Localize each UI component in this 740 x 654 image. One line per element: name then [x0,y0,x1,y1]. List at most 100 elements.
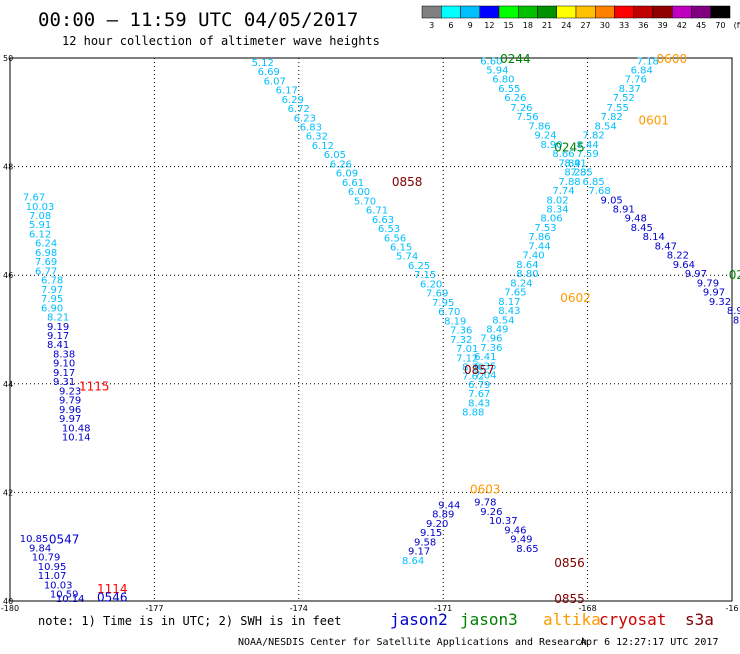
swh-value: 6.12 [29,229,51,240]
swh-value: 6.70 [438,307,460,318]
swh-value: 6.07 [264,76,286,87]
swh-value: 8.17 [498,297,520,308]
swh-value: 6.83 [300,123,322,134]
swh-value: 7.65 [504,288,526,299]
swh-value: 9.48 [625,214,647,225]
swh-value: 7.59 [576,149,598,160]
chart-title: 00:00 – 11:59 UTC 04/05/2017 [38,9,358,31]
swh-value: 8.89 [432,510,454,521]
swh-value: 8.80 [516,269,538,280]
pass-time-label: 0857 [464,363,495,377]
colorbar-swatch [672,5,692,19]
x-tick-label: -168 [579,604,597,613]
swh-value: 7.88 [558,177,580,188]
swh-value: 7.55 [607,103,629,114]
swh-value: 6.98 [35,248,57,259]
swh-value: 6.41 [474,352,496,363]
colorbar-label: 30 [600,21,610,30]
colorbar-label: 6 [448,21,453,30]
swh-value: 6.05 [324,150,346,161]
swh-value: 8.06 [540,214,562,225]
swh-value: 6.84 [631,65,653,76]
swh-value: 8.30 [462,363,484,374]
swh-value: 7.26 [510,103,532,114]
swh-value: 10.85 [20,534,49,545]
y-tick-label: 40 [3,597,13,606]
footer-note: note: 1) Time is in UTC; 2) SWH is in fe… [38,614,341,628]
colorbar-swatch [595,5,615,19]
swh-value: 6.72 [288,104,310,115]
colorbar-swatch [518,5,538,19]
swh-value: 8.23 [564,168,586,179]
swh-value: 7.08 [29,211,51,222]
swh-value: 6.78 [41,276,63,287]
swh-value: 11.07 [38,571,67,582]
swh-value: 10.79 [32,553,61,564]
swh-value: 7.68 [589,186,611,197]
pass-time-label: 0858 [392,175,423,189]
footer-credit: NOAA/NESDIS Center for Satellite Applica… [238,637,587,648]
swh-value: 8.47 [655,241,677,252]
swh-value: 6.24 [35,239,57,250]
swh-value: 10.03 [44,580,73,591]
colorbar-label: 9 [468,21,473,30]
swh-value: 6.79 [468,380,490,391]
swh-value: 9.05 [601,195,623,206]
swh-value: 7.36 [480,343,502,354]
colorbar-swatch [537,5,557,19]
swh-value: 9.44 [438,500,460,511]
swh-value: 10.48 [62,423,91,434]
colorbar-swatch [421,5,442,19]
pass-time-label: 0603 [470,483,501,497]
colorbar-label: 70 [715,21,725,30]
swh-value: 8.22 [667,251,689,262]
swh-value: 8.90 [540,140,562,151]
swh-value: 9.58 [414,537,436,548]
swh-value: 8.41 [564,158,586,169]
pass-time-label: 0602 [560,291,591,305]
swh-value: 9.97 [703,288,725,299]
swh-value: 8.45 [631,223,653,234]
pass-time-label: 1114 [97,582,128,596]
y-tick-label: 46 [3,271,13,280]
swh-value: 9.49 [510,535,532,546]
pass-time-label: 0856 [554,556,585,570]
swh-value: 7.89 [558,158,580,169]
swh-value: 7.97 [41,285,63,296]
swh-value: 8.02 [546,195,568,206]
swh-value: 7.95 [41,294,63,305]
swh-value: 8.38 [53,349,75,360]
swh-value: 9.32 [709,297,731,308]
colorbar-label: 33 [619,21,629,30]
swh-value: 7.67 [468,389,490,400]
swh-value: 7.62 [462,372,484,383]
swh-value: 8.66 [552,149,574,160]
swh-value: 7.69 [35,257,57,268]
x-tick-label: -171 [434,604,452,613]
axis-ticks: -180 -177 -174 -171 -168 -16 40 42 44 46 48 50 [1,54,739,613]
x-tick-label: -177 [145,604,163,613]
swh-value: 5.70 [354,196,376,207]
colorbar-swatch [633,5,654,19]
swh-value: 9.46 [504,525,526,536]
swh-value: 7.96 [480,334,502,345]
pass-time-label: 0855 [554,592,585,606]
swh-value: 9.17 [53,368,75,379]
colorbar-label: 21 [542,21,552,30]
colorbar-swatch [479,5,500,19]
swh-value: 5.91 [29,220,51,231]
swh-value: 8.88 [462,408,484,419]
swh-value: 7.44 [528,241,550,252]
colorbar-swatch [460,5,480,19]
swh-value: 6.09 [336,169,358,180]
swh-value: 8.44 [576,140,598,151]
swh-value: 9.10 [53,359,75,370]
swh-value: 9.84 [29,543,51,554]
swh-value: 6.23 [294,113,316,124]
pass-time-label: 0601 [639,113,670,127]
swh-value: 7.82 [582,131,604,142]
